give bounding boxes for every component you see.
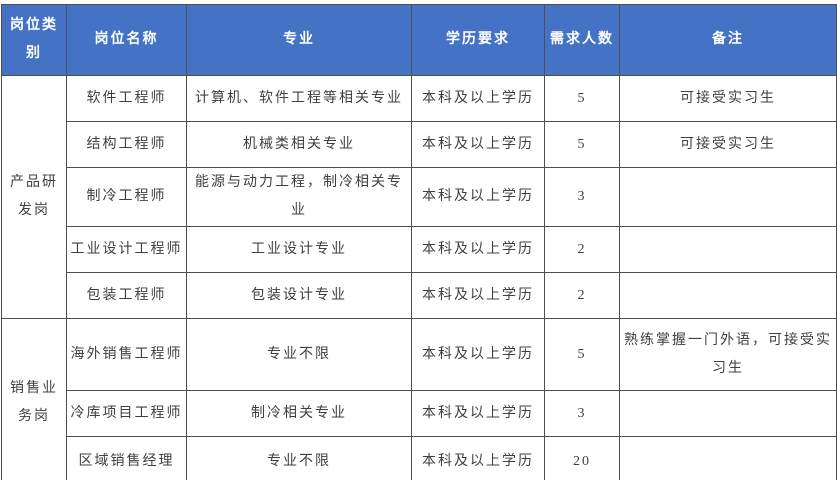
count-cell: 5: [544, 121, 620, 168]
count-cell: 20: [544, 436, 620, 480]
position-name-cell: 区域销售经理: [66, 436, 187, 480]
recruitment-table: 岗位类别 岗位名称 专业 学历要求 需求人数 备注 产品研发岗 软件工程师 计算…: [1, 4, 837, 480]
education-cell: 本科及以上学历: [411, 436, 545, 480]
header-cell-major: 专业: [186, 4, 412, 76]
major-cell: 能源与动力工程，制冷相关专业: [186, 167, 412, 227]
position-name-cell: 冷库项目工程师: [66, 390, 187, 437]
note-cell: 熟练掌握一门外语，可接受实习生: [619, 318, 837, 391]
major-cell: 专业不限: [186, 436, 412, 480]
count-cell: 5: [544, 75, 620, 122]
major-cell: 机械类相关专业: [186, 121, 412, 168]
education-cell: 本科及以上学历: [411, 318, 545, 391]
table-row: 包装工程师 包装设计专业 本科及以上学历 2: [2, 272, 837, 319]
table-row: 结构工程师 机械类相关专业 本科及以上学历 5 可接受实习生: [2, 121, 837, 168]
note-cell: [619, 167, 837, 227]
major-cell: 包装设计专业: [186, 272, 412, 319]
education-cell: 本科及以上学历: [411, 272, 545, 319]
education-cell: 本科及以上学历: [411, 75, 545, 122]
education-cell: 本科及以上学历: [411, 167, 545, 227]
table-row: 销售业务岗 海外销售工程师 专业不限 本科及以上学历 5 熟练掌握一门外语，可接…: [1, 318, 837, 480]
count-cell: 5: [544, 318, 620, 391]
note-cell: [619, 436, 837, 480]
table-row: 工业设计工程师 工业设计专业 本科及以上学历 2: [2, 226, 837, 273]
count-cell: 3: [544, 167, 620, 227]
header-cell-name: 岗位名称: [66, 4, 187, 76]
major-cell: 工业设计专业: [186, 226, 412, 273]
note-cell: [619, 390, 837, 437]
education-cell: 本科及以上学历: [411, 390, 545, 437]
position-name-cell: 制冷工程师: [66, 167, 187, 227]
table-row: 冷库项目工程师 制冷相关专业 本科及以上学历 3: [2, 390, 837, 437]
table-row: 制冷工程师 能源与动力工程，制冷相关专业 本科及以上学历 3: [2, 167, 837, 227]
note-cell: 可接受实习生: [619, 121, 837, 168]
position-name-cell: 包装工程师: [66, 272, 187, 319]
major-cell: 专业不限: [186, 318, 412, 391]
position-name-cell: 海外销售工程师: [66, 318, 187, 391]
table-header-row: 岗位类别 岗位名称 专业 学历要求 需求人数 备注: [1, 4, 837, 76]
major-cell: 制冷相关专业: [186, 390, 412, 437]
note-cell: [619, 272, 837, 319]
count-cell: 3: [544, 390, 620, 437]
position-name-cell: 结构工程师: [66, 121, 187, 168]
table-row: 产品研发岗 软件工程师 计算机、软件工程等相关专业 本科及以上学历 5 可接受实…: [1, 75, 837, 319]
position-name-cell: 软件工程师: [66, 75, 187, 122]
header-cell-category: 岗位类别: [1, 4, 67, 76]
category-cell-product-rd: 产品研发岗: [1, 75, 67, 319]
position-name-cell: 工业设计工程师: [66, 226, 187, 273]
count-cell: 2: [544, 226, 620, 273]
note-cell: 可接受实习生: [619, 75, 837, 122]
header-cell-note: 备注: [619, 4, 837, 76]
header-cell-education: 学历要求: [411, 4, 545, 76]
recruitment-table-page: 岗位类别 岗位名称 专业 学历要求 需求人数 备注 产品研发岗 软件工程师 计算…: [0, 4, 837, 480]
major-cell: 计算机、软件工程等相关专业: [186, 75, 412, 122]
count-cell: 2: [544, 272, 620, 319]
table-row: 区域销售经理 专业不限 本科及以上学历 20: [2, 436, 837, 480]
header-cell-count: 需求人数: [544, 4, 620, 76]
note-cell: [619, 226, 837, 273]
education-cell: 本科及以上学历: [411, 226, 545, 273]
category-cell-sales: 销售业务岗: [1, 318, 67, 480]
education-cell: 本科及以上学历: [411, 121, 545, 168]
